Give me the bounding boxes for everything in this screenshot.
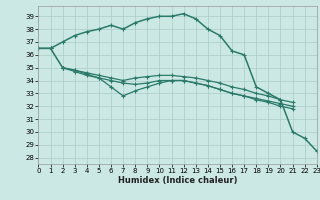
- X-axis label: Humidex (Indice chaleur): Humidex (Indice chaleur): [118, 176, 237, 185]
